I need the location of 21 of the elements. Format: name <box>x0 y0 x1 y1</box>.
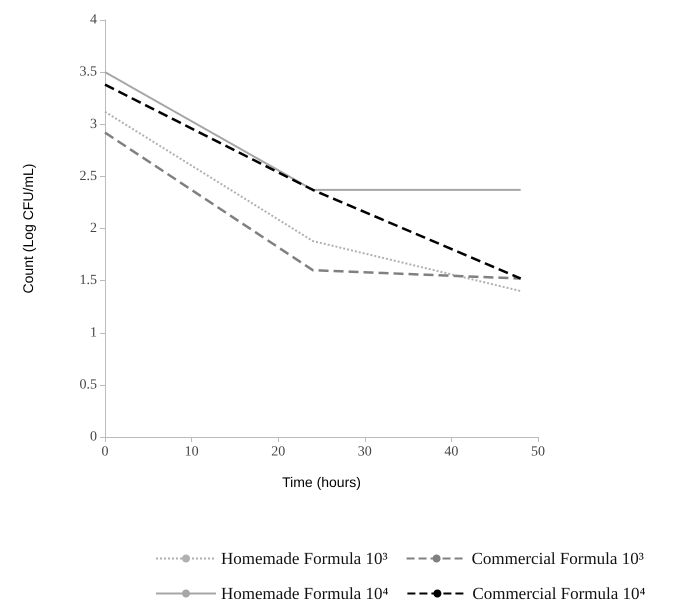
x-tick-label: 50 <box>531 444 545 460</box>
y-tick-label: 1 <box>90 325 97 340</box>
legend-label: Commercial Formula 10⁴ <box>472 584 646 603</box>
x-tick-label: 10 <box>184 444 199 460</box>
x-axis-title: Time (hours) <box>282 474 361 490</box>
y-tick-label: 2 <box>90 221 97 236</box>
y-tick-label: 0.5 <box>80 377 97 392</box>
legend-label: Commercial Formula 10³ <box>472 549 644 568</box>
x-tick-label: 0 <box>102 444 108 460</box>
y-tick-label: 0 <box>90 430 97 444</box>
y-tick-label: 1.5 <box>80 273 97 288</box>
y-tick-label: 3.5 <box>80 64 97 80</box>
y-tick-label: 4 <box>90 12 97 28</box>
y-tick-label: 2.5 <box>80 168 97 184</box>
legend-label: Homemade Formula 10⁴ <box>221 584 388 603</box>
legend-label: Homemade Formula 10³ <box>221 549 388 568</box>
x-tick-label: 20 <box>271 444 286 460</box>
y-tick-label: 3 <box>90 116 97 132</box>
x-tick-label: 40 <box>444 444 458 460</box>
y-axis-title: Count (Log CFU/mL) <box>20 164 36 294</box>
x-tick-label: 30 <box>358 444 372 460</box>
